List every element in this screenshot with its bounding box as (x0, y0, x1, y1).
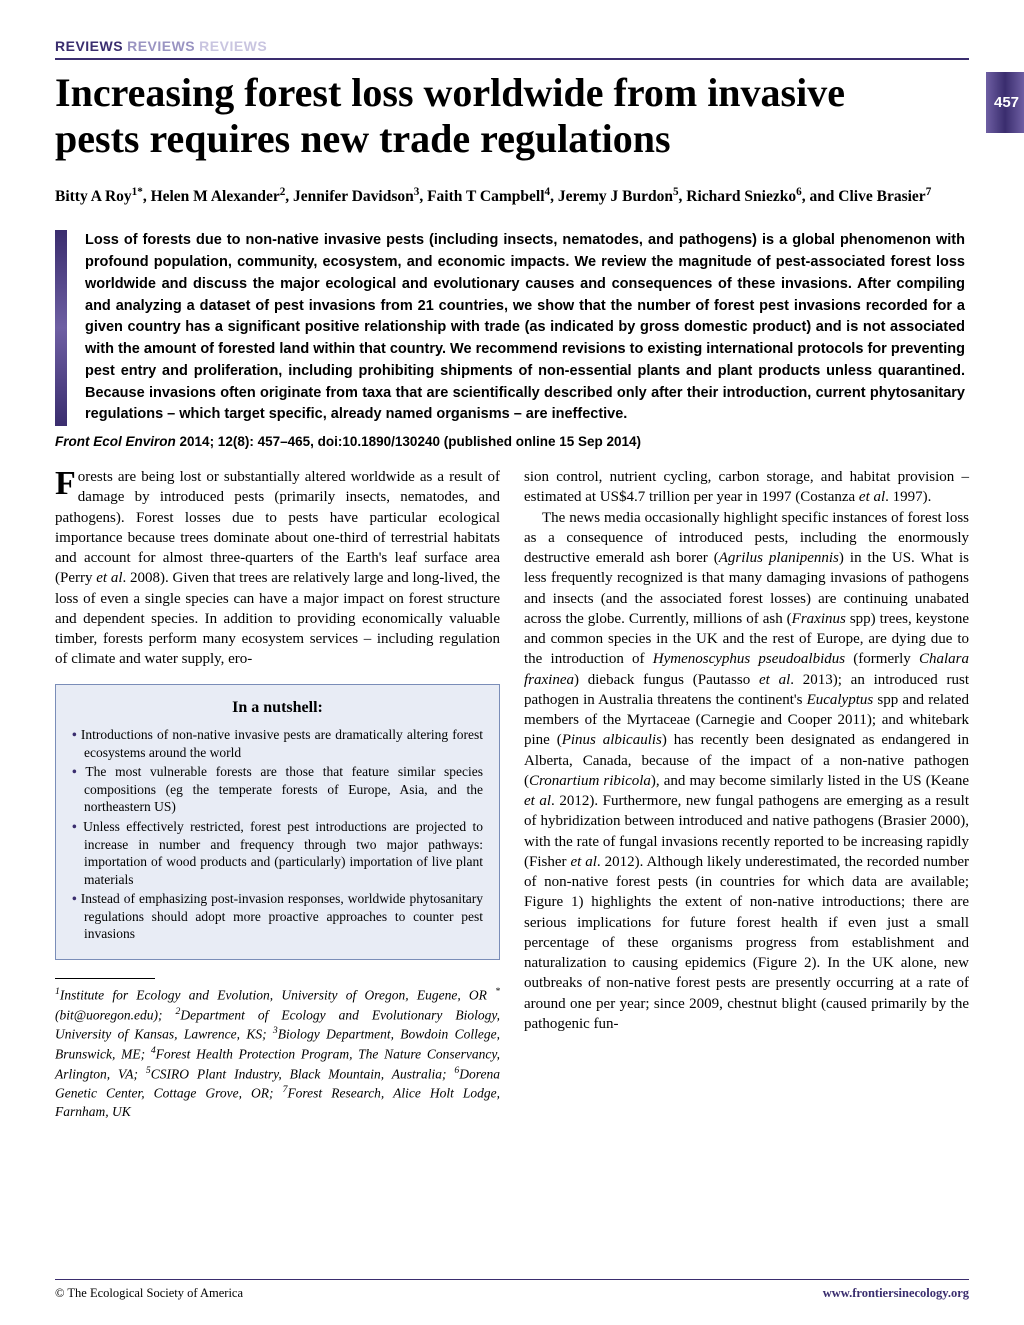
article-title: Increasing forest loss worldwide from in… (55, 70, 969, 162)
column-left: Forests are being lost or substantially … (55, 467, 500, 1121)
citation-line: Front Ecol Environ 2014; 12(8): 457–465,… (55, 434, 969, 449)
body-columns: Forests are being lost or substantially … (55, 467, 969, 1121)
reviews-label-3: REVIEWS (199, 38, 267, 54)
abstract-text: Loss of forests due to non-native invasi… (85, 230, 969, 426)
abstract-block: Loss of forests due to non-native invasi… (55, 230, 969, 426)
citation-details: 2014; 12(8): 457–465, doi:10.1890/130240… (180, 434, 642, 449)
reviews-label-2: REVIEWS (127, 38, 195, 54)
nutshell-item: Unless effectively restricted, forest pe… (72, 818, 483, 888)
nutshell-box: In a nutshell: Introductions of non-nati… (55, 684, 500, 960)
body-para-3: The news media occasionally highlight sp… (524, 508, 969, 1035)
nutshell-list: Introductions of non-native invasive pes… (72, 726, 483, 943)
column-right: sion control, nutrient cycling, carbon s… (524, 467, 969, 1121)
section-type-header: REVIEWS REVIEWS REVIEWS (55, 38, 969, 60)
footer-url: www.frontiersinecology.org (823, 1286, 969, 1301)
nutshell-item: Introductions of non-native invasive pes… (72, 726, 483, 761)
affiliations: 1Institute for Ecology and Evolution, Un… (55, 985, 500, 1122)
body-para-2: sion control, nutrient cycling, carbon s… (524, 467, 969, 508)
page-footer: © The Ecological Society of America www.… (55, 1279, 969, 1301)
affiliation-separator (55, 978, 155, 979)
reviews-label-1: REVIEWS (55, 38, 123, 54)
journal-name: Front Ecol Environ (55, 434, 176, 449)
abstract-sidebar (55, 230, 67, 426)
nutshell-item: Instead of emphasizing post-invasion res… (72, 890, 483, 943)
page-number-badge: 457 (986, 72, 1024, 133)
nutshell-item: The most vulnerable forests are those th… (72, 763, 483, 816)
nutshell-title: In a nutshell: (72, 697, 483, 719)
body-para-1: Forests are being lost or substantially … (55, 467, 500, 670)
author-list: Bitty A Roy1*, Helen M Alexander2, Jenni… (55, 184, 969, 208)
footer-copyright: © The Ecological Society of America (55, 1286, 243, 1301)
